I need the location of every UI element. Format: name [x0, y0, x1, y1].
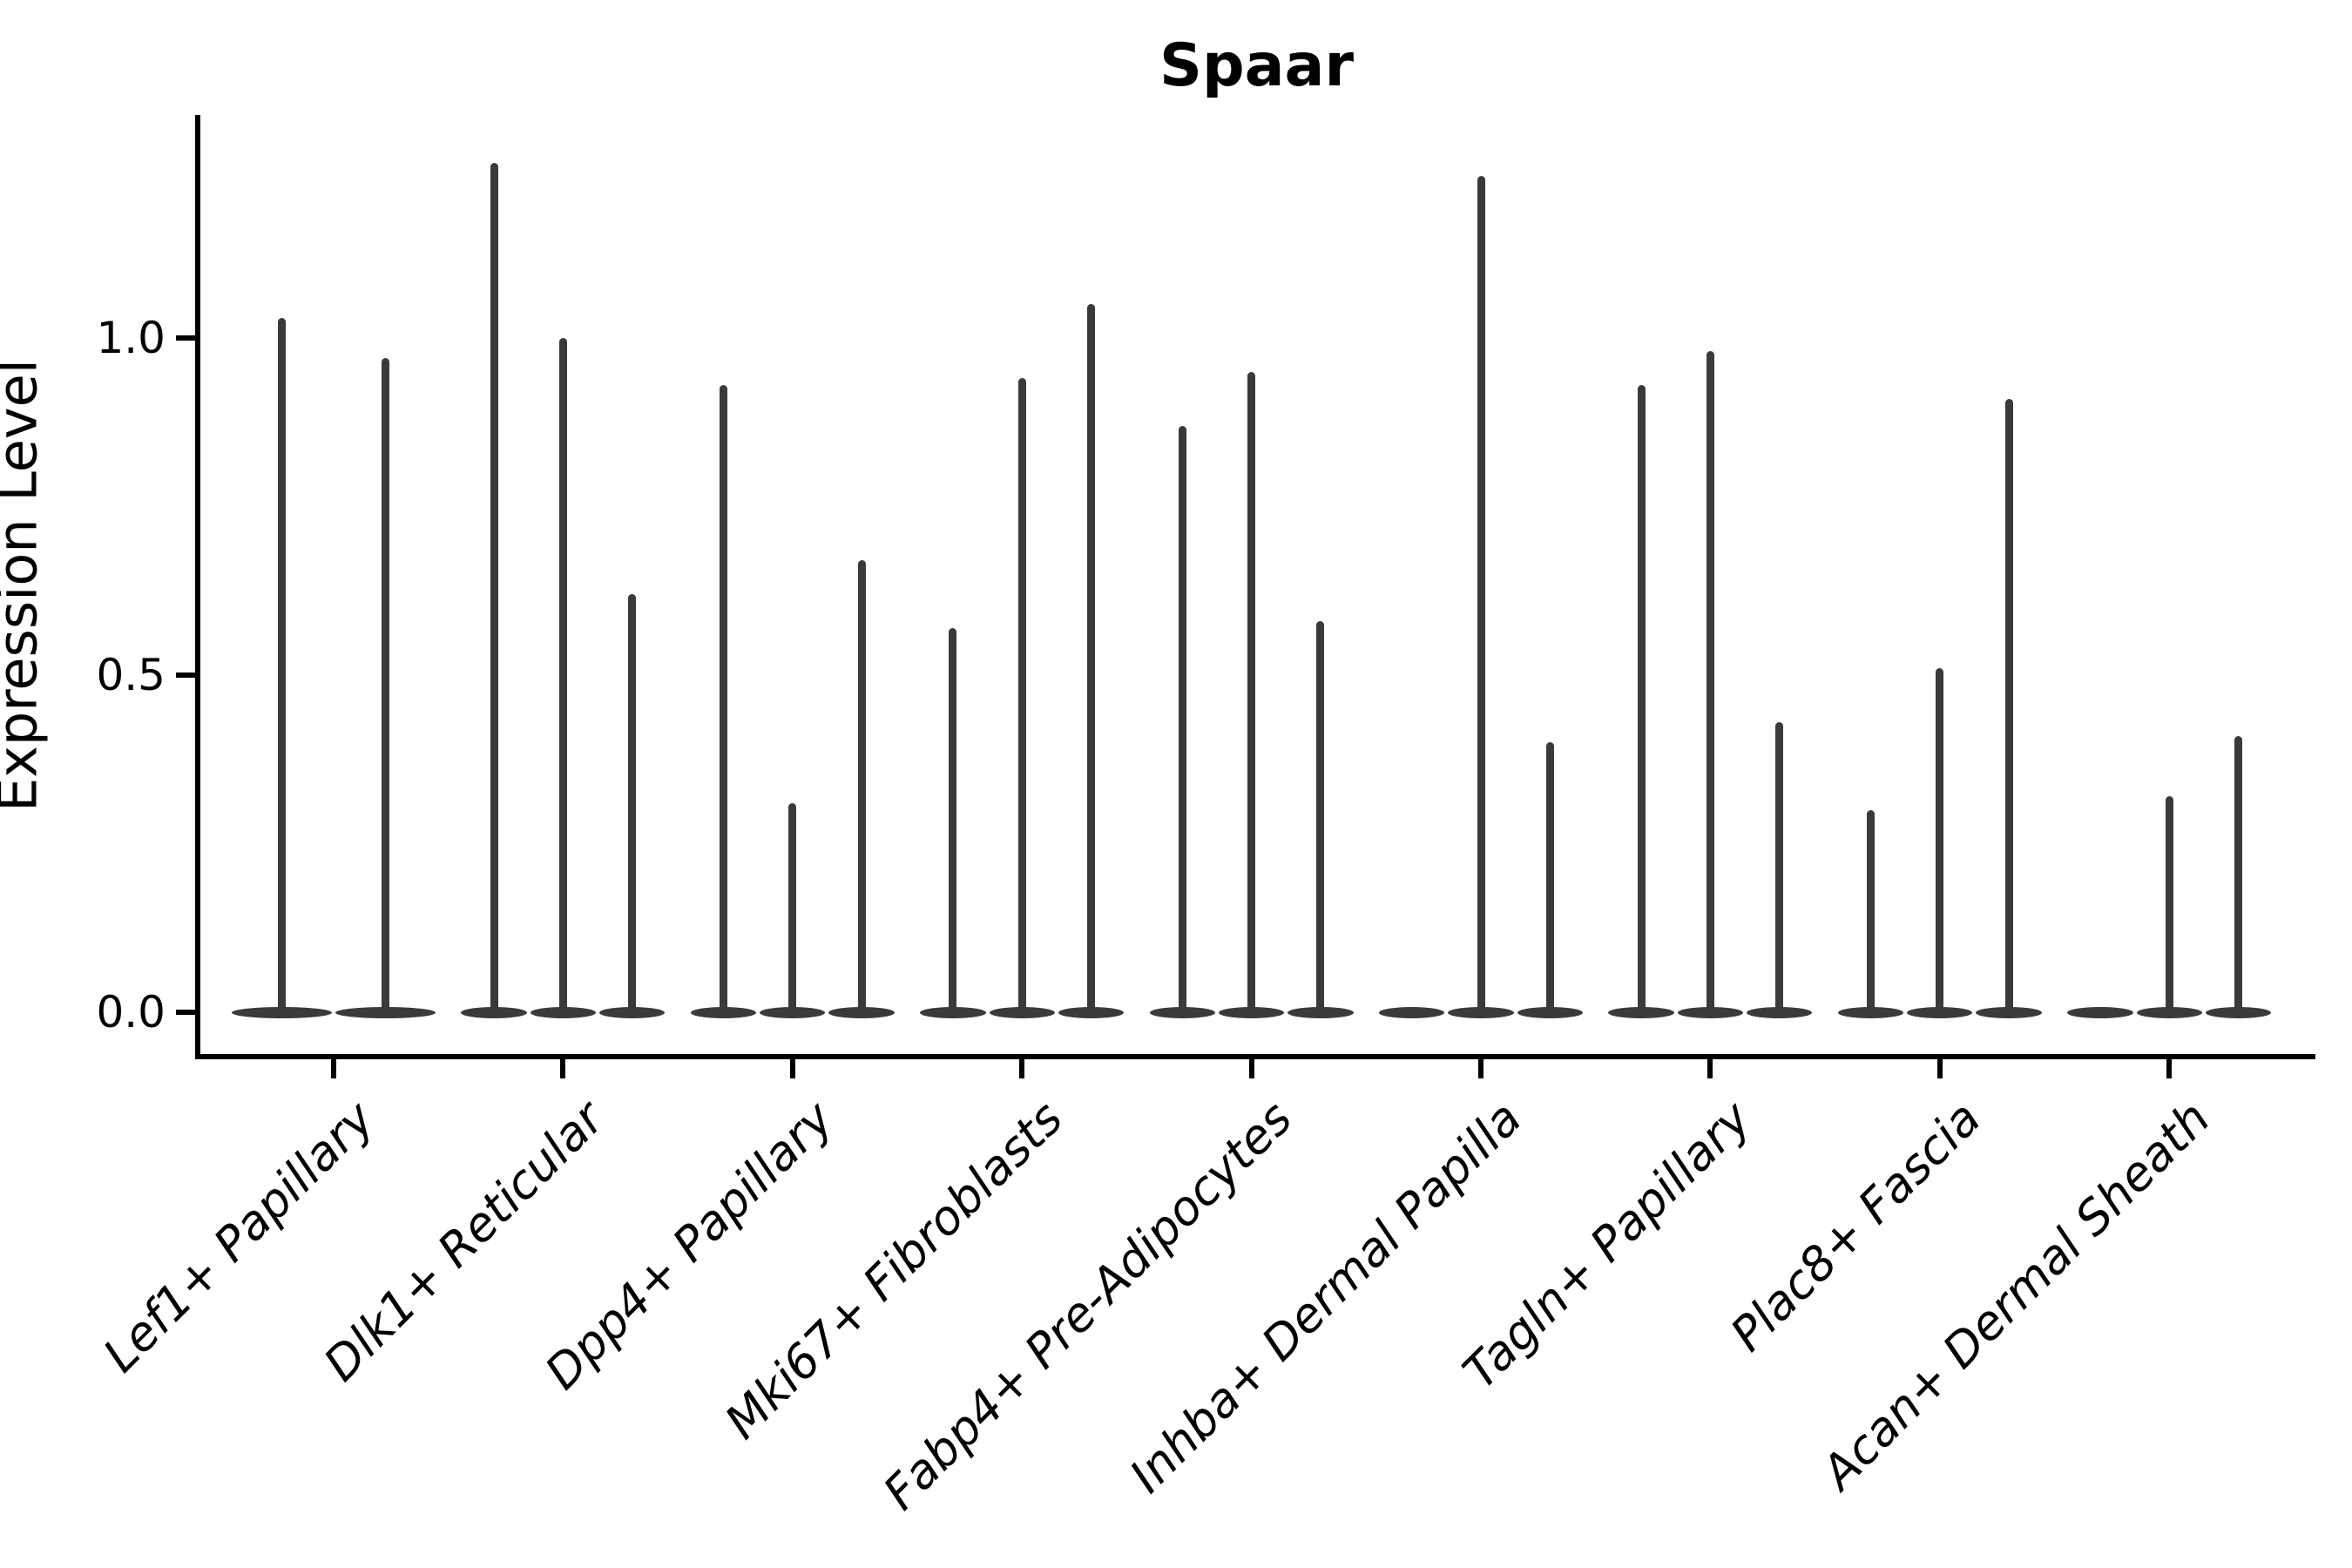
violin-body	[1907, 1006, 1973, 1018]
x-tick-label: Fabp4+ Pre-Adipocytes	[872, 1091, 1303, 1521]
x-axis-line	[195, 1054, 2315, 1059]
y-tick-mark	[176, 1010, 195, 1015]
violin-spike	[1247, 371, 1256, 1012]
violin-spike	[2165, 796, 2173, 1012]
violin-body	[1149, 1006, 1215, 1018]
violin-body	[1288, 1006, 1354, 1018]
violin-spike	[1178, 425, 1186, 1012]
violin-body	[1976, 1006, 2042, 1018]
x-tick-mark	[789, 1059, 795, 1078]
violin-spike	[1017, 378, 1026, 1012]
violin-body	[1379, 1006, 1445, 1018]
violin-body	[1837, 1006, 1904, 1018]
violin-spike	[788, 803, 797, 1012]
violin-body	[599, 1006, 666, 1018]
violin-spike	[1936, 668, 1944, 1012]
violin-spike	[1477, 176, 1485, 1012]
violin-spike	[949, 627, 957, 1012]
violin-spike	[490, 162, 498, 1012]
x-tick-label: Acan+ Dermal Sheath	[1810, 1091, 2220, 1500]
violin-body	[1608, 1006, 1674, 1018]
violin-body	[530, 1006, 597, 1018]
x-tick-mark	[1936, 1059, 1943, 1078]
x-tick-mark	[331, 1059, 336, 1078]
violin-spike	[1775, 722, 1784, 1012]
violin-spike	[1866, 809, 1875, 1012]
y-axis-line	[195, 115, 200, 1059]
violin-body	[690, 1006, 757, 1018]
x-tick-mark	[2166, 1059, 2173, 1078]
violin-spike	[719, 385, 727, 1012]
violin-spike	[382, 358, 389, 1012]
violin-body	[760, 1006, 826, 1018]
violin-body	[2205, 1006, 2272, 1018]
violin-body	[232, 1006, 332, 1018]
violin-body	[1677, 1006, 1744, 1018]
violin-body	[828, 1006, 895, 1018]
x-tick-mark	[560, 1059, 566, 1078]
violin-spike	[1316, 621, 1325, 1012]
violin-spike	[1706, 351, 1714, 1012]
y-tick-label: 0.5	[96, 650, 166, 700]
violin-spike	[278, 317, 286, 1012]
violin-body	[989, 1006, 1055, 1018]
x-tick-mark	[1707, 1059, 1713, 1078]
plot-title: Spaar	[1159, 31, 1354, 100]
violin-body	[1218, 1006, 1285, 1018]
x-tick-mark	[1019, 1059, 1025, 1078]
y-tick-mark	[176, 335, 195, 341]
violin-body	[1747, 1006, 1813, 1018]
violin-body	[920, 1006, 986, 1018]
violin-body	[2136, 1006, 2202, 1018]
y-axis-label: Expression Level	[0, 359, 50, 812]
violin-spike	[628, 594, 637, 1012]
violin-body	[1517, 1006, 1583, 1018]
violin-body	[461, 1006, 527, 1018]
violin-spike	[558, 338, 567, 1012]
x-tick-mark	[1248, 1059, 1254, 1078]
violin-spike	[857, 560, 866, 1012]
violin-body	[335, 1006, 436, 1018]
violin-spike	[1637, 385, 1646, 1012]
x-tick-label: Inhba+ Dermal Papilla	[1119, 1091, 1532, 1504]
violin-body	[1448, 1006, 1514, 1018]
violin-spike	[1545, 742, 1554, 1012]
violin-spike	[2234, 735, 2243, 1012]
violin-body	[1058, 1006, 1125, 1018]
y-tick-mark	[176, 672, 195, 678]
x-tick-mark	[1478, 1059, 1484, 1078]
y-tick-label: 0.0	[96, 987, 166, 1037]
violin-body	[2067, 1006, 2133, 1018]
y-tick-label: 1.0	[96, 313, 166, 363]
violin-spike	[2004, 398, 2013, 1012]
violin-spike	[1087, 304, 1096, 1012]
